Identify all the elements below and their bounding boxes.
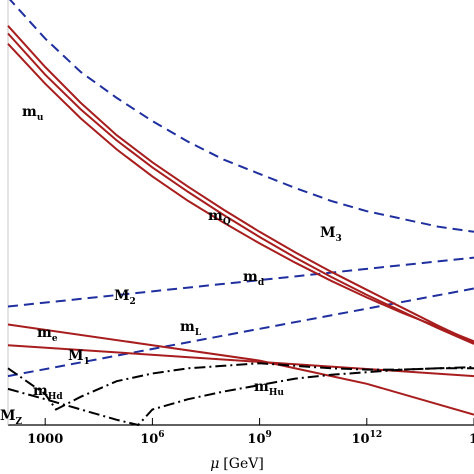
series-line-m3 — [9, 0, 474, 233]
series-label-mq: mQ — [208, 208, 231, 227]
x-tick-label: 109 — [247, 430, 271, 447]
series-line-mhu — [7, 366, 474, 427]
series-label-mu: mu — [22, 104, 44, 123]
series-line-md — [7, 43, 474, 343]
series-label-md: md — [243, 269, 265, 288]
series-line-mhd — [7, 362, 474, 411]
plot-frame — [7, 0, 474, 426]
series-label-m1: M1 — [68, 348, 90, 367]
series-label-me: me — [37, 325, 58, 344]
series-line-mu — [7, 25, 474, 344]
series-label-layer: M3 M2 M1 mu mQ md mL me mHd mHu MZ — [0, 104, 342, 427]
x-tick-label: 106 — [140, 430, 164, 447]
series-label-m2: M2 — [114, 288, 136, 307]
series-line-me — [7, 323, 474, 416]
series-line-mq — [7, 32, 474, 345]
x-tick-label: 1 — [469, 432, 474, 447]
series-label-mhd: mHd — [33, 383, 63, 402]
x-tick-label: 1000 — [27, 432, 63, 447]
series-label-m3: M3 — [320, 225, 342, 244]
series-label-mhu: mHu — [254, 379, 284, 398]
x-axis-title: μ [GeV] — [210, 456, 264, 472]
series-label-ml: mL — [180, 319, 202, 338]
mz-label: MZ — [0, 408, 23, 427]
series-line-m2 — [7, 256, 474, 308]
x-tick-label: 1012 — [351, 430, 382, 447]
series-layer — [7, 0, 474, 427]
x-tick-layer: 1000 106 109 1012 1 — [27, 418, 474, 447]
